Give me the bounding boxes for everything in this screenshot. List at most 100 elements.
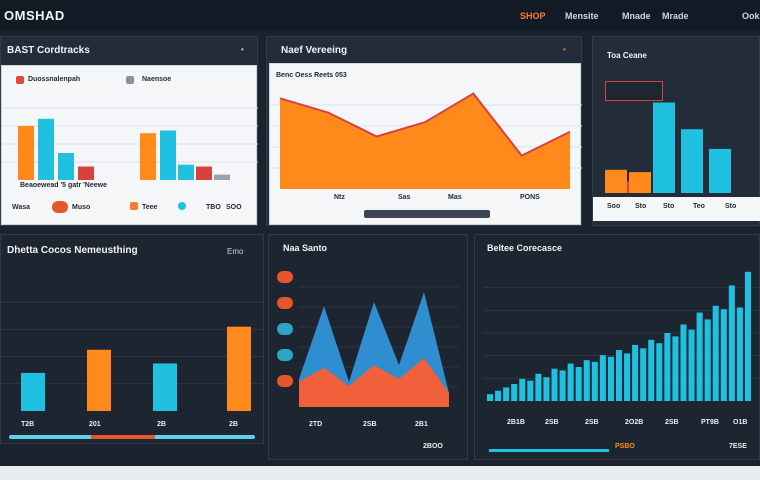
legend-swatch bbox=[16, 76, 24, 84]
bar bbox=[672, 336, 679, 401]
bar bbox=[712, 305, 719, 401]
bar bbox=[18, 126, 34, 180]
bar bbox=[535, 373, 542, 401]
bar bbox=[78, 166, 94, 180]
bar bbox=[632, 344, 639, 401]
bar bbox=[704, 319, 711, 401]
footer-label: Wasa bbox=[12, 204, 31, 211]
top-bar: OMSHAD SHOP Mensite Mnade Mrade Ook bbox=[0, 0, 760, 30]
panel-menu-icon[interactable]: • bbox=[241, 45, 244, 54]
bar bbox=[543, 377, 550, 401]
bar bbox=[567, 363, 574, 401]
bar bbox=[696, 312, 703, 401]
footer-label: TBO bbox=[206, 204, 221, 211]
bar bbox=[575, 367, 582, 401]
x-tick-label: 2SB bbox=[545, 419, 559, 426]
bar bbox=[648, 339, 655, 401]
bar bbox=[709, 148, 731, 193]
toolbar-icon[interactable] bbox=[277, 375, 293, 387]
chart-title: Benc Oess Reets 053 bbox=[276, 72, 347, 79]
bar bbox=[519, 378, 526, 401]
panel-title: Naef Vereeing bbox=[281, 45, 348, 56]
nav-item-shop[interactable]: SHOP bbox=[520, 11, 546, 21]
toolbar-icon[interactable] bbox=[277, 323, 293, 335]
app-title: OMSHAD bbox=[4, 8, 65, 23]
x-tick-label: Sas bbox=[398, 194, 411, 201]
status-dot-icon bbox=[52, 201, 68, 213]
bar bbox=[214, 174, 230, 180]
bar bbox=[599, 355, 606, 401]
axis-caption: Beaoewead '5 gatr 'Neewe bbox=[20, 182, 107, 189]
footer-label: Teee bbox=[142, 204, 158, 211]
area-chart bbox=[270, 92, 582, 189]
bar-chart bbox=[2, 107, 258, 180]
panel-title: Dhetta Cocos Nemeusthing bbox=[7, 245, 138, 256]
area-chart-panel: Naef Vereeing • Benc Oess Reets 053 Ntz … bbox=[266, 36, 582, 226]
bar bbox=[615, 350, 623, 401]
x-tick-label: 2TD bbox=[309, 421, 323, 428]
bar bbox=[21, 372, 45, 411]
bar-chart-panel: BAST Cordtracks • Duossnalenpah Naensoe … bbox=[0, 36, 258, 226]
x-tick-label: Teo bbox=[693, 203, 705, 210]
footer-label: PSBO bbox=[615, 443, 635, 450]
legend-swatch bbox=[126, 76, 134, 84]
bar bbox=[58, 153, 74, 180]
legend-swatch bbox=[178, 202, 186, 210]
bar bbox=[640, 348, 647, 401]
bar bbox=[624, 353, 631, 401]
scrollbar-thumb[interactable] bbox=[91, 435, 155, 439]
x-tick-label: Sto bbox=[725, 203, 737, 210]
nav-item-ook[interactable]: Ook bbox=[742, 11, 760, 21]
x-tick-label: 2O2B bbox=[625, 419, 644, 426]
bar bbox=[720, 309, 727, 401]
nav-item-mnade[interactable]: Mnade bbox=[622, 11, 651, 21]
x-tick-label: 201 bbox=[89, 421, 101, 428]
x-tick-label: Sto bbox=[635, 203, 647, 210]
toolbar-icon[interactable] bbox=[277, 271, 293, 283]
bar bbox=[503, 387, 510, 401]
panel-menu[interactable]: Emo bbox=[227, 247, 244, 256]
bar bbox=[736, 307, 743, 401]
series-line bbox=[279, 92, 571, 157]
bar bbox=[196, 166, 212, 180]
panel-title: Toa Ceane bbox=[607, 51, 647, 60]
chart-card: Duossnalenpah Naensoe Beaoewead '5 gatr … bbox=[1, 65, 258, 225]
panel-menu-icon[interactable]: • bbox=[563, 45, 566, 54]
x-tick-label: PONS bbox=[520, 194, 540, 201]
panel-title: Naa Santo bbox=[283, 243, 328, 253]
footer-label: 7ESE bbox=[729, 443, 747, 450]
x-tick-label: 2B1 bbox=[415, 421, 428, 428]
column-chart bbox=[483, 271, 759, 401]
footer-label: SOO bbox=[226, 204, 242, 211]
toolbar-icon[interactable] bbox=[277, 349, 293, 361]
nav-item-mensite[interactable]: Mensite bbox=[565, 11, 599, 21]
bar bbox=[87, 349, 111, 411]
x-tick-label: 2B bbox=[229, 421, 238, 428]
bar bbox=[527, 380, 534, 401]
area-series-orange bbox=[299, 358, 449, 407]
nav-item-mrade[interactable]: Mrade bbox=[662, 11, 689, 21]
horizontal-scrollbar[interactable] bbox=[364, 210, 490, 218]
bar bbox=[487, 394, 494, 401]
bar bbox=[153, 363, 177, 411]
x-tick-label: PT9B bbox=[701, 419, 719, 426]
bar bbox=[583, 360, 590, 401]
bar-chart bbox=[605, 102, 731, 193]
bar bbox=[227, 326, 251, 411]
panel-title: Beltee Corecasce bbox=[487, 243, 563, 253]
bar bbox=[681, 129, 703, 193]
bar bbox=[178, 164, 194, 180]
legend-label: Naensoe bbox=[142, 76, 172, 83]
legend-box bbox=[605, 81, 663, 101]
area-chart bbox=[299, 286, 459, 407]
legend-swatch bbox=[130, 202, 138, 210]
bar bbox=[38, 118, 54, 180]
toolbar-icon[interactable] bbox=[277, 297, 293, 309]
x-tick-label: 2SB bbox=[363, 421, 377, 428]
chart-card: Benc Oess Reets 053 Ntz Sas Mas PONS bbox=[269, 63, 582, 225]
x-tick-label: 2B1B bbox=[507, 419, 525, 426]
x-tick-label: Sto bbox=[663, 203, 675, 210]
bar bbox=[664, 333, 671, 401]
x-tick-label: T2B bbox=[21, 421, 35, 428]
legend-label: Duossnalenpah bbox=[28, 76, 81, 83]
